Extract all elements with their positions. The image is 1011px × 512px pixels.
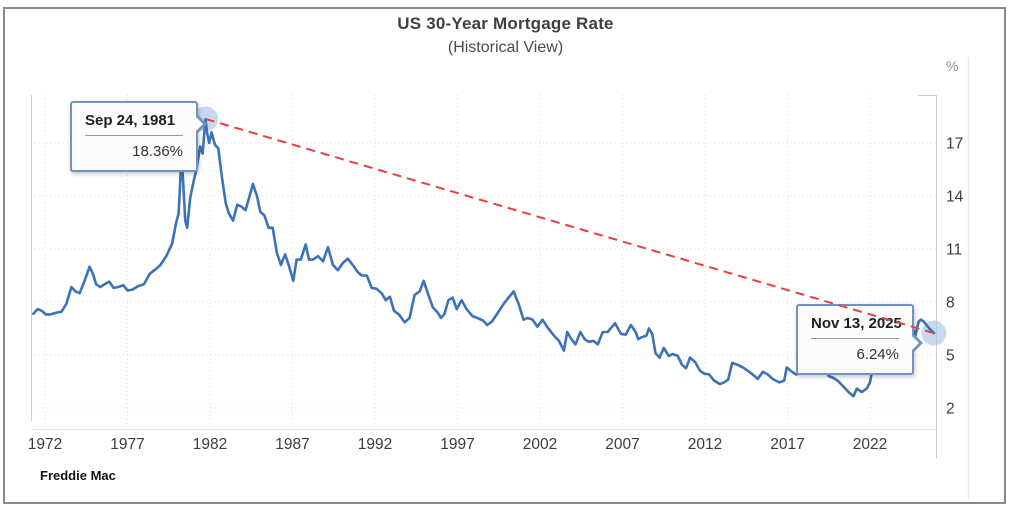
tooltip-latest-value: 6.24% bbox=[856, 346, 899, 363]
y-axis-unit-label: % bbox=[946, 58, 959, 74]
x-tick-label: 1972 bbox=[28, 436, 62, 453]
y-tick-label: 17 bbox=[946, 136, 963, 153]
x-tick-label: 1992 bbox=[358, 436, 392, 453]
x-tick-label: 1982 bbox=[193, 436, 227, 453]
x-tick-label: 2022 bbox=[853, 436, 887, 453]
chart-subtitle: (Historical View) bbox=[447, 39, 564, 56]
x-tick-label: 2007 bbox=[605, 436, 639, 453]
y-tick-label: 14 bbox=[946, 189, 964, 206]
tooltip-latest-date: Nov 13, 2025 bbox=[811, 315, 902, 339]
chart-header: US 30-Year Mortgage Rate (Historical Vie… bbox=[0, 14, 1011, 57]
x-tick-label: 2017 bbox=[770, 436, 804, 453]
tooltip-peak-1981: Sep 24, 1981 18.36% bbox=[70, 101, 207, 172]
x-tick-label: 2012 bbox=[688, 436, 722, 453]
y-tick-label: 8 bbox=[946, 295, 955, 312]
x-tick-label: 2002 bbox=[523, 436, 557, 453]
x-tick-label: 1987 bbox=[275, 436, 309, 453]
chart-title: US 30-Year Mortgage Rate bbox=[397, 14, 614, 33]
tooltip-peak-value: 18.36% bbox=[132, 143, 183, 160]
y-tick-label: 5 bbox=[946, 348, 955, 365]
x-tick-label: 1997 bbox=[440, 436, 474, 453]
y-tick-label: 11 bbox=[946, 242, 962, 259]
tooltip-peak-date: Sep 24, 1981 bbox=[85, 112, 183, 136]
x-tick-label: 1977 bbox=[110, 436, 144, 453]
tooltip-latest-2025: Nov 13, 2025 6.24% bbox=[796, 304, 923, 375]
y-tick-label: 2 bbox=[946, 401, 955, 418]
source-attribution: Freddie Mac bbox=[40, 468, 116, 483]
